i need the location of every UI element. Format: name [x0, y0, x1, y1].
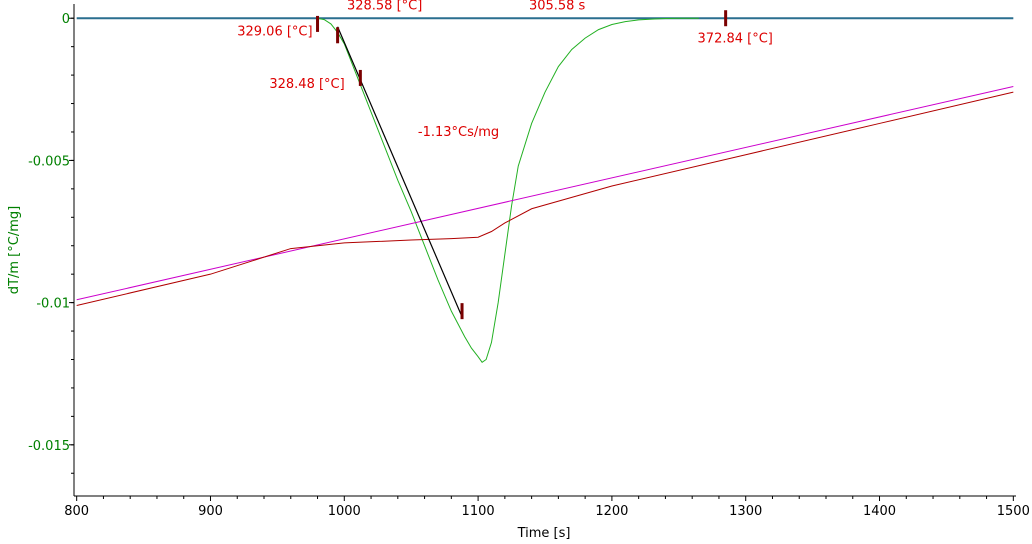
annotation-label: -1.13°Cs/mg: [418, 125, 499, 140]
annotation-label: 372.84 [°C]: [698, 31, 773, 46]
x-tick-label: 800: [64, 504, 89, 519]
x-tick-label: 1400: [863, 504, 896, 519]
plot-axes: 800 900 1000 1100 1200 1300 1400 1500 0 -0.005 -0.…: [28, 4, 1030, 519]
event-marker: [358, 69, 362, 86]
annotation-label: 305.58 s: [529, 0, 586, 14]
x-tick-label: 1000: [328, 504, 361, 519]
series-darkred-line: [76, 91, 1014, 306]
x-tick-label: 1100: [462, 504, 495, 519]
series-tangent: [337, 26, 463, 318]
y-axis-label: dT/m [°C/mg]: [7, 206, 22, 294]
series-magenta-line: [76, 85, 1014, 301]
event-marker: [336, 27, 340, 44]
x-tick-label: 1200: [595, 504, 628, 519]
plot-annotations: 328.58 [°C] 305.58 s 329.06 [°C] 372.84 [°C…: [237, 0, 773, 140]
x-tick-label: 1500: [997, 504, 1030, 519]
y-tick-label: 0: [62, 12, 70, 27]
plot-markers: [316, 10, 728, 320]
annotation-label: 328.48 [°C]: [269, 77, 344, 92]
plot-curves: [76, 17, 1014, 364]
y-tick-label: -0.01: [36, 297, 70, 312]
event-marker: [316, 15, 320, 32]
y-tick-label: -0.015: [28, 439, 70, 454]
x-axis-label: Time [s]: [517, 526, 571, 541]
x-tick-label: 1300: [729, 504, 762, 519]
y-tick-label: -0.005: [28, 154, 70, 169]
x-tick-label: 900: [198, 504, 223, 519]
annotation-label: 328.58 [°C]: [347, 0, 422, 14]
series-green-curve: [317, 17, 699, 364]
annotation-label: 329.06 [°C]: [237, 24, 312, 39]
event-marker: [460, 303, 464, 320]
event-marker: [724, 10, 728, 27]
